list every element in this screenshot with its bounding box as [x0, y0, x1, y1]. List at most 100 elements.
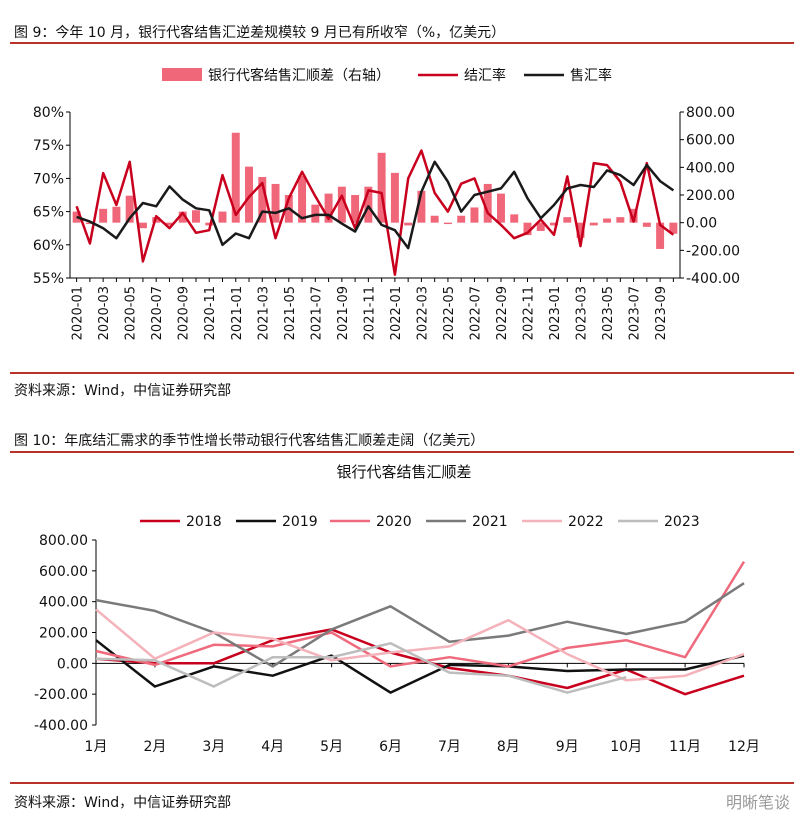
- x-tick-label: 2022-03: [415, 286, 430, 340]
- x-tick-label: 2021-01: [230, 286, 245, 340]
- x-tick-label: 2023-05: [601, 286, 616, 340]
- x-tick-label: 7月: [438, 739, 461, 755]
- series-line-2022: [95, 608, 745, 682]
- figure1-bottom-rule: [10, 372, 794, 374]
- legend-label-sale: 售汇率: [570, 67, 612, 84]
- bar: [351, 195, 360, 223]
- bar: [483, 183, 492, 223]
- bar: [457, 215, 466, 223]
- x-tick-label: 2022-07: [468, 286, 483, 340]
- y-left-tick-label: 60%: [33, 238, 64, 254]
- bar: [377, 152, 386, 223]
- x-tick-label: 2020-11: [203, 286, 218, 340]
- series-line-sale-rate: [76, 160, 675, 250]
- x-tick-label: 2021-07: [309, 286, 324, 340]
- y-tick-label: 0.00: [57, 656, 88, 672]
- x-tick-label: 2022-11: [522, 286, 537, 340]
- y-right-tick-label: 0.00: [686, 216, 717, 232]
- y-left-tick-label: 70%: [33, 171, 64, 187]
- bar: [337, 186, 346, 223]
- legend-label-2020: 2020: [376, 514, 412, 530]
- bar: [430, 215, 439, 223]
- x-tick-label: 10月: [610, 739, 642, 755]
- x-tick-label: 5月: [320, 739, 343, 755]
- legend-label-2018: 2018: [186, 514, 222, 530]
- series-line-2019: [95, 639, 745, 694]
- y-tick-label: -200.00: [34, 687, 88, 703]
- x-tick-label: 2020-09: [177, 286, 192, 340]
- bar: [417, 190, 426, 223]
- legend-label-2023: 2023: [664, 514, 700, 530]
- watermark-text: 明晰笔谈: [725, 793, 790, 812]
- bar: [245, 166, 253, 223]
- y-left-tick-label: 65%: [33, 205, 64, 221]
- legend-label-2022: 2022: [568, 514, 604, 530]
- x-tick-label: 2021-05: [283, 286, 298, 340]
- legend-label-bar: 银行代客结售汇顺差（右轴）: [208, 67, 390, 84]
- x-tick-label: 8月: [497, 739, 520, 755]
- y-right-tick-label: -200.00: [686, 243, 740, 259]
- bar: [510, 214, 519, 223]
- y-right-tick-label: -400.00: [686, 271, 740, 287]
- legend-label-settlement: 结汇率: [464, 67, 506, 84]
- x-tick-label: 9月: [556, 739, 579, 755]
- x-tick-label: 2023-03: [575, 286, 590, 340]
- bar: [576, 222, 585, 238]
- x-tick-label: 3月: [202, 739, 225, 755]
- figure2-title: 图 10：年底结汇需求的季节性增长带动银行代客结售汇顺差走阔（亿美元）: [14, 433, 485, 449]
- x-tick-label: 2022-09: [495, 286, 510, 340]
- x-tick-label: 2020-03: [97, 286, 112, 340]
- y-tick-label: 800.00: [39, 533, 88, 549]
- x-tick-label: 2021-09: [336, 286, 351, 340]
- bar: [642, 222, 651, 227]
- bar: [125, 195, 134, 223]
- chart2-title: 银行代客结售汇顺差: [336, 463, 471, 481]
- chart2-line: 银行代客结售汇顺差 -400.00 -200.00 0.00 200.00 400.00 6…: [34, 463, 760, 755]
- x-tick-label: 2020-01: [71, 286, 86, 340]
- y-left-tick-label: 55%: [33, 271, 64, 287]
- x-tick-label: 2月: [143, 739, 166, 755]
- series-line-2023: [95, 642, 627, 694]
- bar: [99, 208, 108, 223]
- x-tick-label: 2020-05: [124, 286, 139, 340]
- y-tick-label: 400.00: [39, 595, 88, 611]
- series-line-2020: [95, 560, 746, 668]
- bar: [298, 175, 307, 223]
- bar: [324, 193, 333, 223]
- x-tick-label: 4月: [261, 739, 284, 755]
- y-tick-label: 200.00: [39, 626, 88, 642]
- bar: [258, 177, 267, 223]
- y-right-tick-label: 600.00: [686, 133, 735, 149]
- bar: [138, 222, 147, 229]
- bar: [205, 222, 214, 226]
- figure2-source: 资料来源：Wind，中信证券研究部: [14, 795, 232, 811]
- series-line-2021: [95, 582, 745, 668]
- figure1-source: 资料来源：Wind，中信证券研究部: [14, 383, 232, 399]
- legend-label-2019: 2019: [282, 514, 318, 530]
- bar: [563, 217, 572, 223]
- y-right-tick-label: 800.00: [686, 105, 735, 121]
- figure2-bottom-rule: [10, 782, 794, 784]
- bar: [271, 183, 280, 223]
- x-tick-label: 2022-05: [442, 286, 457, 340]
- bar: [112, 206, 121, 223]
- figure1-title: 图 9：今年 10 月，银行代客结售汇逆差规模较 9 月已有所收窄（%，亿美元）: [14, 25, 506, 41]
- bar: [364, 186, 373, 223]
- bar: [443, 222, 452, 225]
- figure1-top-rule: [10, 42, 794, 44]
- bar: [390, 172, 399, 223]
- x-tick-label: 2021-03: [256, 286, 271, 340]
- bar: [192, 210, 200, 223]
- x-tick-label: 11月: [669, 739, 701, 755]
- bar: [536, 222, 545, 231]
- bar: [669, 222, 678, 234]
- bar: [523, 222, 532, 236]
- x-tick-label: 2022-01: [389, 286, 404, 340]
- series-line-settlement-rate: [75, 149, 675, 276]
- legend-swatch-bar: [162, 68, 202, 81]
- x-tick-label: 2020-07: [150, 286, 165, 340]
- bar: [603, 218, 612, 223]
- bar: [218, 211, 227, 223]
- bar: [616, 217, 625, 223]
- y-right-tick-label: 400.00: [686, 160, 735, 176]
